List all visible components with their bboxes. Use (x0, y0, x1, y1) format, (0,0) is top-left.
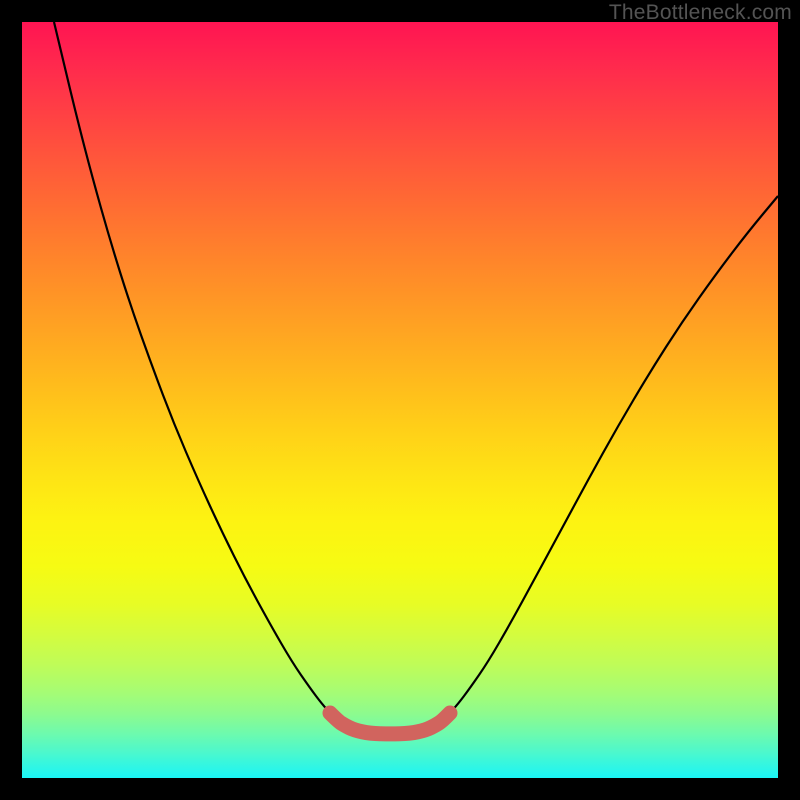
watermark-text: TheBottleneck.com (609, 1, 792, 25)
gradient-plot-area (22, 22, 778, 778)
